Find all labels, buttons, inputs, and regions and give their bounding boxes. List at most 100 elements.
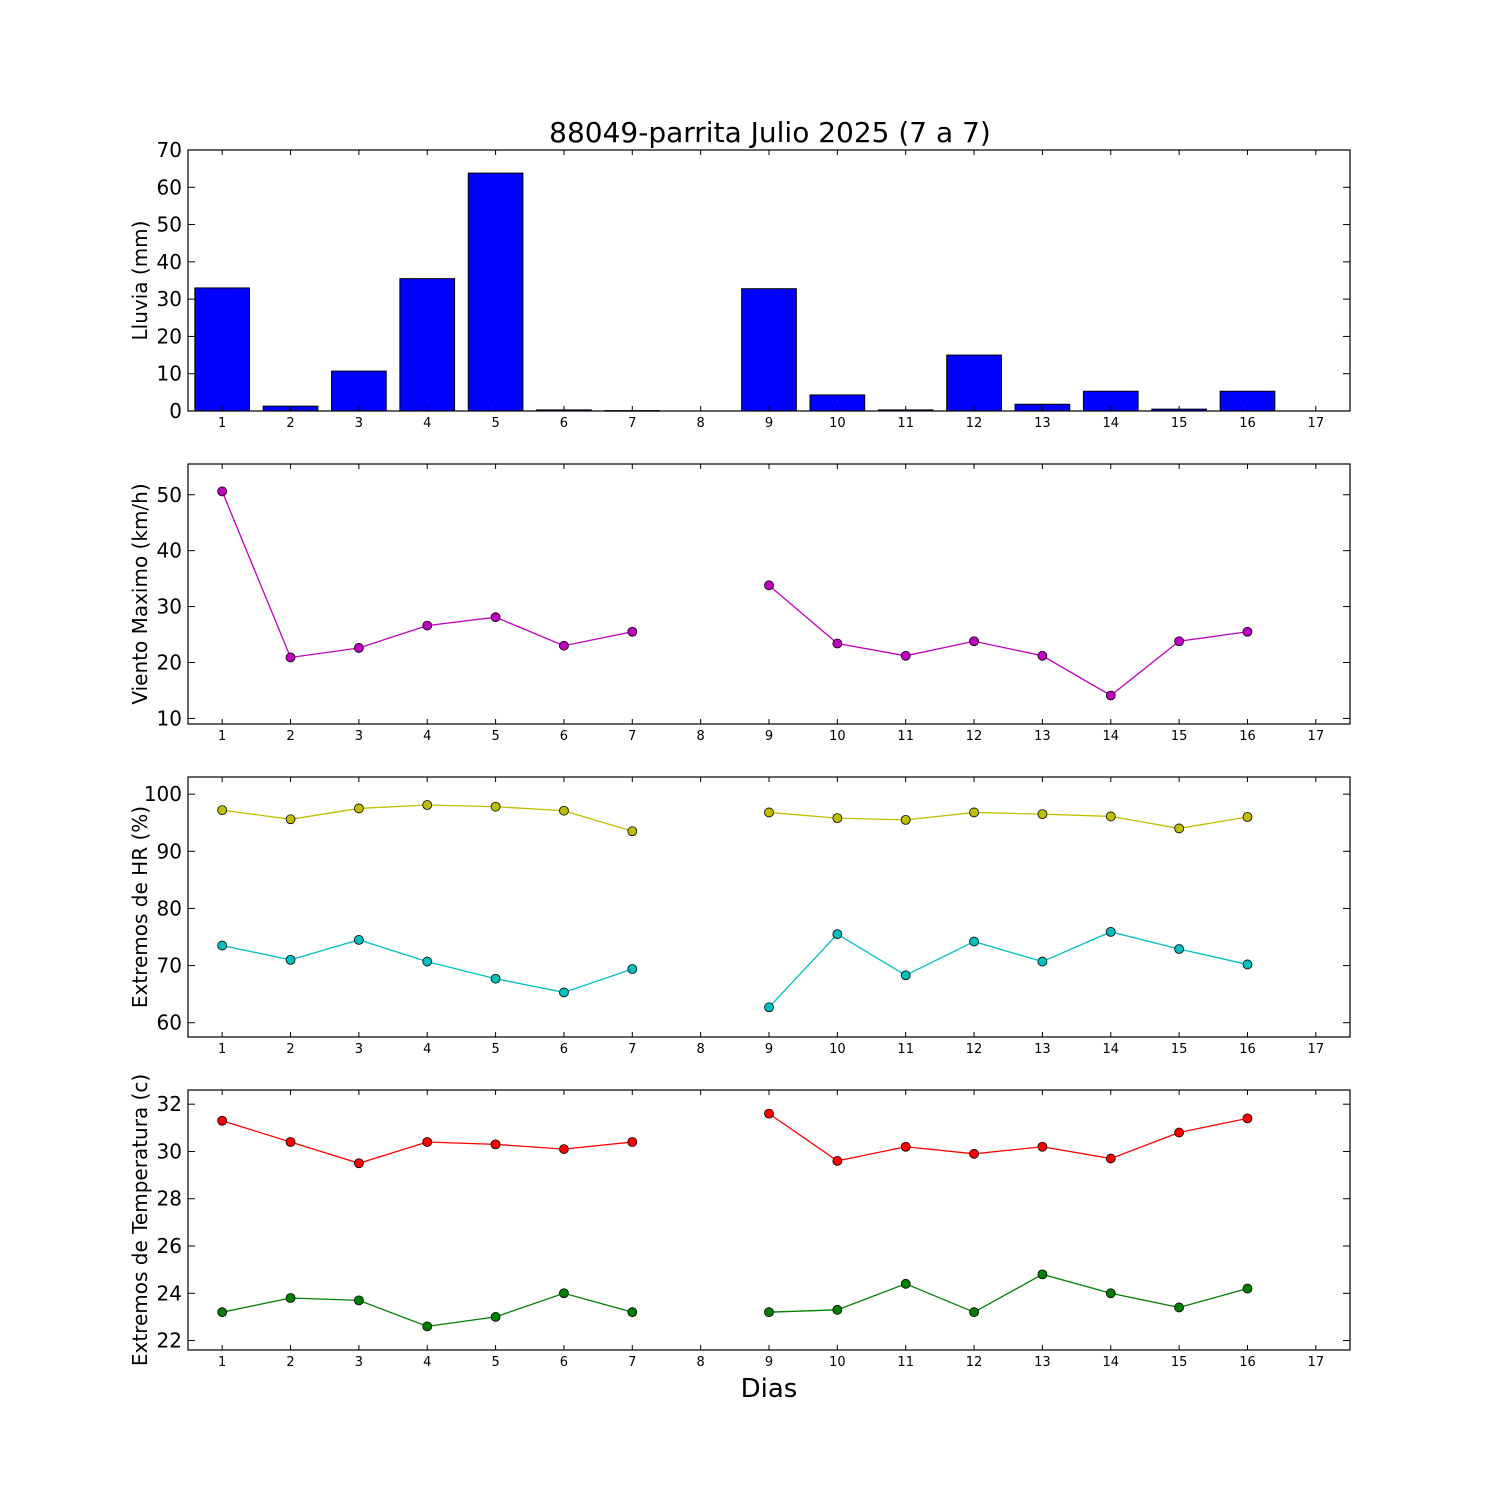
x-tick-label: 5 xyxy=(491,1355,499,1370)
data-point xyxy=(490,801,501,812)
x-tick-label: 12 xyxy=(966,1355,983,1370)
x-tick-label: 17 xyxy=(1308,729,1325,744)
y-tick-label: 32 xyxy=(157,1092,182,1116)
y-tick-label: 10 xyxy=(157,362,182,386)
data-point xyxy=(1242,959,1253,970)
x-tick-label: 7 xyxy=(628,1355,636,1370)
data-point xyxy=(627,626,638,637)
data-point xyxy=(764,1002,774,1013)
data-point xyxy=(900,1141,911,1152)
x-tick-label: 13 xyxy=(1034,1042,1051,1057)
data-point xyxy=(1105,1153,1116,1164)
data-point xyxy=(353,803,364,814)
x-tick-label: 6 xyxy=(560,729,568,744)
x-tick-label: 16 xyxy=(1239,729,1256,744)
y-tick-label: 40 xyxy=(157,539,182,563)
y-tick-label: 26 xyxy=(157,1234,182,1258)
x-tick-label: 10 xyxy=(829,729,846,744)
x-tick-label: 5 xyxy=(491,729,499,744)
rain-bar xyxy=(399,278,456,412)
y-tick-label: 50 xyxy=(157,483,182,507)
x-tick-label: 1 xyxy=(218,1355,226,1370)
x-tick-label: 6 xyxy=(560,1355,568,1370)
data-point xyxy=(900,1278,911,1289)
x-tick-label: 3 xyxy=(355,1355,363,1370)
x-tick-label: 1 xyxy=(218,729,226,744)
series-line xyxy=(221,491,633,659)
x-tick-label: 16 xyxy=(1239,1355,1256,1370)
y-tick-label: 20 xyxy=(157,324,182,348)
x-tick-label: 8 xyxy=(697,729,705,744)
data-point xyxy=(969,936,979,947)
x-tick-label: 8 xyxy=(697,416,705,431)
series-line xyxy=(768,584,1248,697)
data-point xyxy=(422,800,433,810)
x-tick-label: 7 xyxy=(628,416,636,431)
data-point xyxy=(422,1137,433,1147)
y-tick-label: 28 xyxy=(157,1187,182,1211)
rain-bar xyxy=(331,370,387,412)
data-point xyxy=(285,1137,296,1147)
x-tick-label: 2 xyxy=(286,1355,294,1370)
y-tick-label: 20 xyxy=(157,650,182,674)
data-point xyxy=(1174,823,1185,834)
x-tick-label: 10 xyxy=(829,1042,846,1057)
data-point xyxy=(969,807,979,818)
x-tick-label: 1 xyxy=(218,1042,226,1057)
x-tick-label: 17 xyxy=(1308,1042,1325,1057)
data-point xyxy=(900,814,911,825)
data-point xyxy=(353,643,364,653)
data-point xyxy=(1242,626,1253,637)
y-tick-label: 30 xyxy=(157,1139,182,1163)
data-point xyxy=(1105,690,1116,701)
data-point xyxy=(1242,812,1253,822)
x-tick-label: 13 xyxy=(1034,416,1051,431)
y-tick-label: 0 xyxy=(169,399,182,423)
x-tick-label: 15 xyxy=(1171,1355,1188,1370)
y-tick-label: 50 xyxy=(157,213,182,237)
data-point xyxy=(559,1288,569,1299)
y-tick-label: 10 xyxy=(157,706,182,730)
chart-title: 88049-parrita Julio 2025 (7 a 7) xyxy=(549,116,991,149)
series-line xyxy=(768,1273,1248,1313)
rain-bar xyxy=(467,172,524,412)
temperature-extremes-panel: 1 2 3 4 5 6 7 8 9 10 11 12 13 14 15 16 17222426283032Ext… xyxy=(128,1074,1351,1370)
y-tick-label: 70 xyxy=(157,954,182,978)
x-axis-label: Dias xyxy=(741,1374,798,1404)
data-point xyxy=(900,650,911,661)
data-point xyxy=(490,1312,501,1322)
rainfall-panel: 1 2 3 4 5 6 7 8 9 10 11 12 13 14 15 16 17010203040506070… xyxy=(128,138,1351,431)
data-point xyxy=(1105,811,1116,822)
y-tick-label: 30 xyxy=(157,595,182,619)
x-tick-label: 7 xyxy=(628,1042,636,1057)
y-tick-label: 100 xyxy=(144,782,182,806)
x-tick-label: 17 xyxy=(1308,416,1325,431)
rain-axis-label: Lluvia (mm) xyxy=(128,221,152,341)
x-tick-label: 1 xyxy=(218,416,226,431)
data-point xyxy=(1174,636,1185,647)
x-tick-label: 14 xyxy=(1102,416,1119,431)
data-point xyxy=(559,987,569,998)
x-tick-label: 14 xyxy=(1102,729,1119,744)
data-point xyxy=(490,612,501,623)
x-tick-label: 4 xyxy=(423,1355,431,1370)
x-tick-label: 6 xyxy=(560,416,568,431)
data-point xyxy=(832,929,843,940)
x-tick-label: 9 xyxy=(765,729,773,744)
rain-bar xyxy=(194,287,251,412)
y-tick-label: 30 xyxy=(157,287,182,311)
x-tick-label: 8 xyxy=(697,1042,705,1057)
data-point xyxy=(627,1137,638,1147)
series-line xyxy=(222,1292,633,1328)
x-tick-label: 12 xyxy=(966,416,983,431)
x-tick-label: 9 xyxy=(765,416,773,431)
y-tick-label: 90 xyxy=(157,839,182,863)
humidity-extremes-panel: 1 2 3 4 5 6 7 8 9 10 11 12 13 14 15 16 1760708090100Extr… xyxy=(128,776,1351,1057)
data-point xyxy=(969,1148,979,1159)
x-tick-label: 10 xyxy=(829,416,846,431)
x-tick-label: 3 xyxy=(355,1042,363,1057)
y-tick-label: 60 xyxy=(157,1011,182,1035)
y-tick-label: 60 xyxy=(157,175,182,199)
data-point xyxy=(832,813,843,824)
